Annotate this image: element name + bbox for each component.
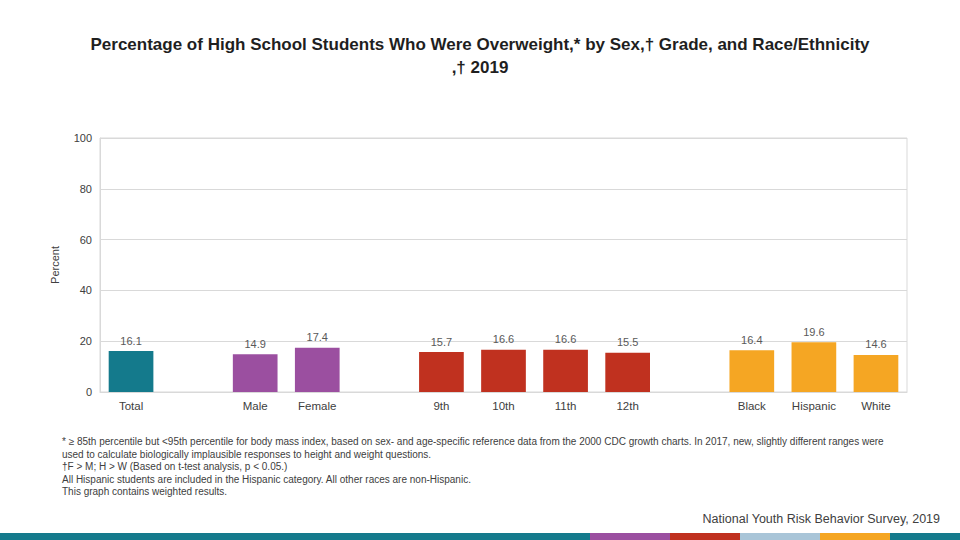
svg-text:Hispanic: Hispanic (792, 400, 836, 412)
svg-text:10th: 10th (492, 400, 514, 412)
svg-text:11th: 11th (555, 400, 577, 412)
svg-text:14.6: 14.6 (865, 338, 886, 350)
svg-text:0: 0 (86, 386, 92, 398)
svg-text:16.6: 16.6 (493, 333, 514, 345)
svg-text:15.5: 15.5 (617, 336, 638, 348)
svg-text:16.6: 16.6 (555, 333, 576, 345)
html-text:†F > M; H > W (Based on t-test: †F > M; H > W (Based on t-test analysis,… (62, 461, 288, 472)
html-text:* ≥ 85th percentile but <95th: * ≥ 85th percentile but <95th percentile… (62, 436, 884, 460)
svg-text:17.4: 17.4 (307, 331, 328, 343)
svg-text:White: White (861, 400, 890, 412)
svg-text:16.1: 16.1 (120, 335, 141, 347)
html-text:This graph contains weighted r: This graph contains weighted results. (62, 486, 228, 497)
svg-text:Percent: Percent (49, 246, 61, 284)
svg-text:19.6: 19.6 (803, 326, 824, 338)
svg-text:Black: Black (738, 400, 766, 412)
svg-text:Female: Female (298, 400, 336, 412)
html-text:All Hispanic students are incl: All Hispanic students are included in th… (62, 473, 471, 485)
svg-text:40: 40 (80, 284, 92, 296)
svg-text:60: 60 (80, 234, 92, 246)
svg-text:80: 80 (80, 183, 92, 195)
svg-text:9th: 9th (433, 400, 449, 412)
svg-text:12th: 12th (616, 400, 638, 412)
svg-text:16.4: 16.4 (741, 334, 762, 346)
svg-text:,† 2019: ,† 2019 (452, 58, 509, 77)
svg-text:15.7: 15.7 (431, 336, 452, 348)
svg-text:20: 20 (80, 335, 92, 347)
svg-text:100: 100 (74, 132, 92, 144)
svg-text:Percentage of High School Stud: Percentage of High School Students Who W… (90, 35, 870, 54)
svg-text:Total: Total (119, 400, 143, 412)
html-text:National Youth Risk Behavior S: National Youth Risk Behavior Survey, 201… (702, 512, 940, 526)
svg-text:Male: Male (243, 400, 268, 412)
svg-text:14.9: 14.9 (244, 338, 265, 350)
